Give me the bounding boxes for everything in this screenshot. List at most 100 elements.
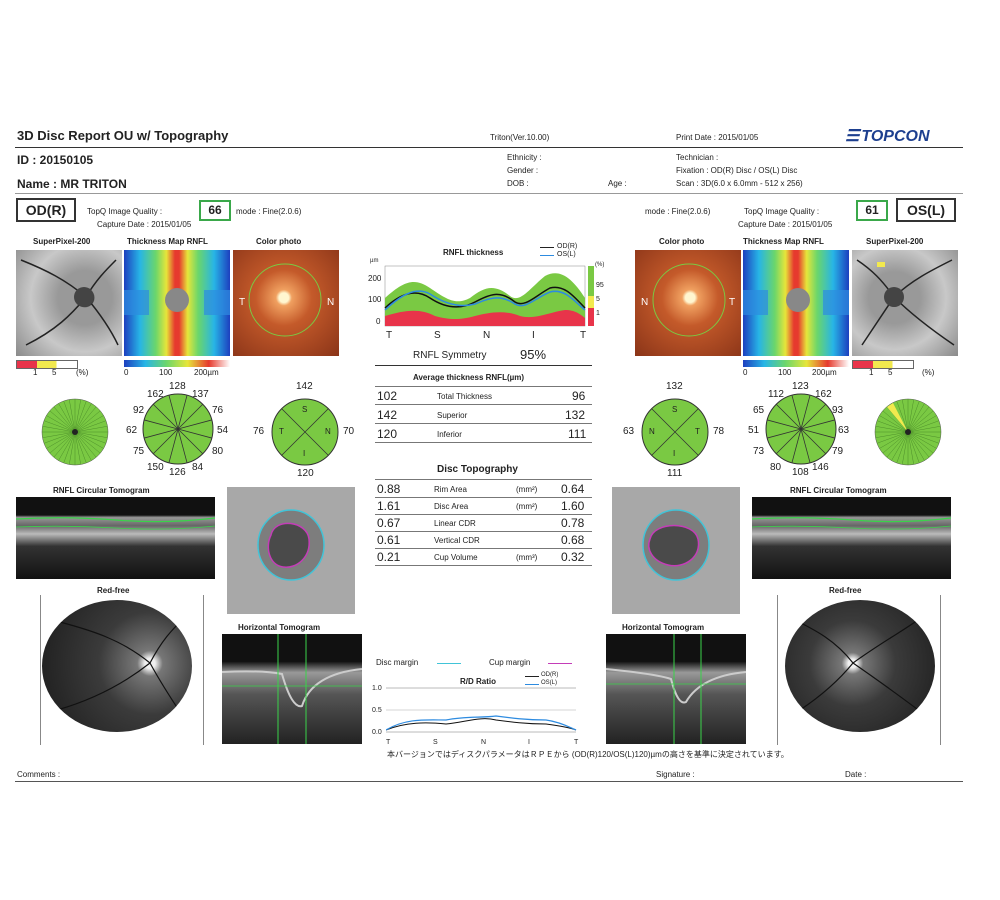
- od-disc-topography-image: [227, 487, 355, 614]
- sector-spoke: [791, 428, 802, 463]
- od-quality-value: 66: [199, 200, 231, 221]
- disc-row-od: 0.88: [377, 482, 401, 496]
- rnfl-bar-label-95: 95: [596, 282, 604, 289]
- os-sp-scale-1: 1: [869, 368, 874, 377]
- od-quadrant-t: T: [279, 427, 284, 436]
- od-thick-scale-100: 100: [159, 368, 173, 377]
- sector-spoke: [74, 431, 101, 454]
- os-caption-thickness: Thickness Map RNFL: [743, 237, 824, 246]
- disc-margin-swatch: [437, 663, 461, 664]
- rd-ytick-0: 0.0: [372, 729, 382, 736]
- disc-row-os: 0.32: [561, 550, 585, 564]
- sector-spoke: [177, 419, 212, 430]
- age: Age :: [608, 179, 627, 188]
- disc-row-od: 0.21: [377, 550, 401, 564]
- date-label: Date :: [845, 770, 867, 779]
- sector-spoke: [74, 420, 107, 433]
- os-thick-scale-200: 200µm: [812, 368, 837, 377]
- os-caption-superpixel: SuperPixel-200: [866, 237, 924, 246]
- od-thick-scale: [124, 360, 230, 367]
- rd-xlabel-n: N: [481, 739, 487, 746]
- avg-row-divider: [375, 442, 592, 443]
- od-redfree-caption: Red-free: [97, 586, 130, 595]
- rnfl-xlabel-s: S: [434, 330, 441, 341]
- rd-xlabel-t1: T: [386, 739, 391, 746]
- sector-spoke: [907, 400, 920, 433]
- os-clock-value-1: 112: [768, 389, 784, 400]
- os-thickness-map: [743, 250, 849, 356]
- os-color-photo: N T: [635, 250, 741, 356]
- os-horizontal-tomogram: [606, 634, 746, 744]
- rnfl-ytick-100: 100: [368, 295, 382, 304]
- avg-row-label: Inferior: [437, 430, 462, 439]
- sector-spoke: [882, 410, 909, 433]
- os-photo-circle: [652, 263, 726, 337]
- rnfl-legend-os-swatch: [540, 255, 554, 256]
- os-clock-value-4: 65: [753, 405, 765, 416]
- sector-spoke: [907, 410, 934, 433]
- os-disc-overlay: [743, 288, 849, 315]
- rnfl-y-unit: µm: [370, 258, 379, 264]
- od-quadrant-temporal: 76: [253, 426, 265, 437]
- disc-topography-title: Disc Topography: [437, 464, 518, 475]
- dob: DOB :: [507, 179, 529, 188]
- os-quadrant-temporal: 78: [713, 426, 725, 437]
- os-quadrant-nasal: 63: [623, 426, 635, 437]
- od-quadrant-inferior: 120: [297, 468, 314, 479]
- os-clock-chart: [765, 393, 837, 465]
- sector-spoke: [74, 431, 108, 438]
- sector-spoke: [69, 431, 76, 465]
- sector-spoke: [875, 426, 909, 433]
- disc-row-label: Rim Area: [434, 485, 467, 494]
- rnfl-xlabel-t1: T: [386, 330, 393, 341]
- sector-spoke: [74, 415, 104, 433]
- os-clock-value-2: 123: [792, 381, 809, 392]
- sector-spoke: [876, 431, 909, 444]
- od-clock-value-4: 92: [133, 405, 145, 416]
- od-thick-scale-0: 0: [124, 368, 129, 377]
- os-sp-scale: [852, 360, 914, 369]
- os-thick-scale: [743, 360, 849, 367]
- od-clock-value-5: 76: [212, 405, 224, 416]
- rnfl-legend-os: OS(L): [557, 251, 576, 258]
- sector-spoke: [63, 431, 76, 464]
- sector-spoke: [74, 400, 87, 433]
- brand-name: TOPCON: [861, 128, 930, 145]
- rd-os-line: [386, 715, 577, 731]
- sector-spoke: [902, 399, 909, 433]
- od-photo-n-label: N: [327, 297, 335, 308]
- os-clock-value-11: 108: [792, 467, 809, 478]
- footer-divider: [15, 781, 963, 782]
- os-redfree-caption: Red-free: [829, 586, 862, 595]
- software-version: Triton(Ver.10.00): [490, 133, 550, 142]
- sector-spoke: [144, 419, 179, 430]
- disc-parameter-footnote: 本バージョンではディスクパラメータはＲＰＥから (OD(R)120/OS(L)1…: [387, 750, 789, 759]
- disc-row-label: Linear CDR: [434, 519, 476, 528]
- od-circular-tomogram: [16, 497, 215, 579]
- os-circular-tomogram: [752, 497, 951, 579]
- header-divider-2: [15, 193, 963, 194]
- rnfl-bar-yellow: [588, 296, 594, 308]
- print-date: Print Date : 2015/01/05: [676, 133, 759, 142]
- od-sp-scale-5: 5: [52, 368, 57, 377]
- sector-spoke: [767, 428, 802, 439]
- os-clock-value-5: 93: [832, 405, 844, 416]
- os-quadrant-chart: [641, 398, 709, 466]
- sector-spoke: [46, 415, 76, 433]
- od-disc-shape: [257, 509, 325, 581]
- disc-row-unit: (mm³): [516, 553, 538, 562]
- rnfl-xlabel-i: I: [532, 330, 535, 341]
- disc-row-divider: [375, 497, 592, 498]
- sector-spoke: [53, 431, 76, 458]
- rd-xlabel-s: S: [433, 739, 438, 746]
- sector-spoke: [907, 431, 930, 458]
- avg-row-divider: [375, 423, 592, 424]
- od-clock-value-9: 80: [212, 446, 224, 457]
- technician: Technician :: [676, 153, 719, 162]
- od-horizontal-tomogram: [222, 634, 362, 744]
- sector-spoke: [907, 426, 941, 433]
- od-superpixel-sector: [41, 398, 109, 466]
- sector-spoke: [876, 420, 909, 433]
- rnfl-xlabel-n: N: [483, 330, 491, 341]
- disc-row-divider: [375, 565, 592, 566]
